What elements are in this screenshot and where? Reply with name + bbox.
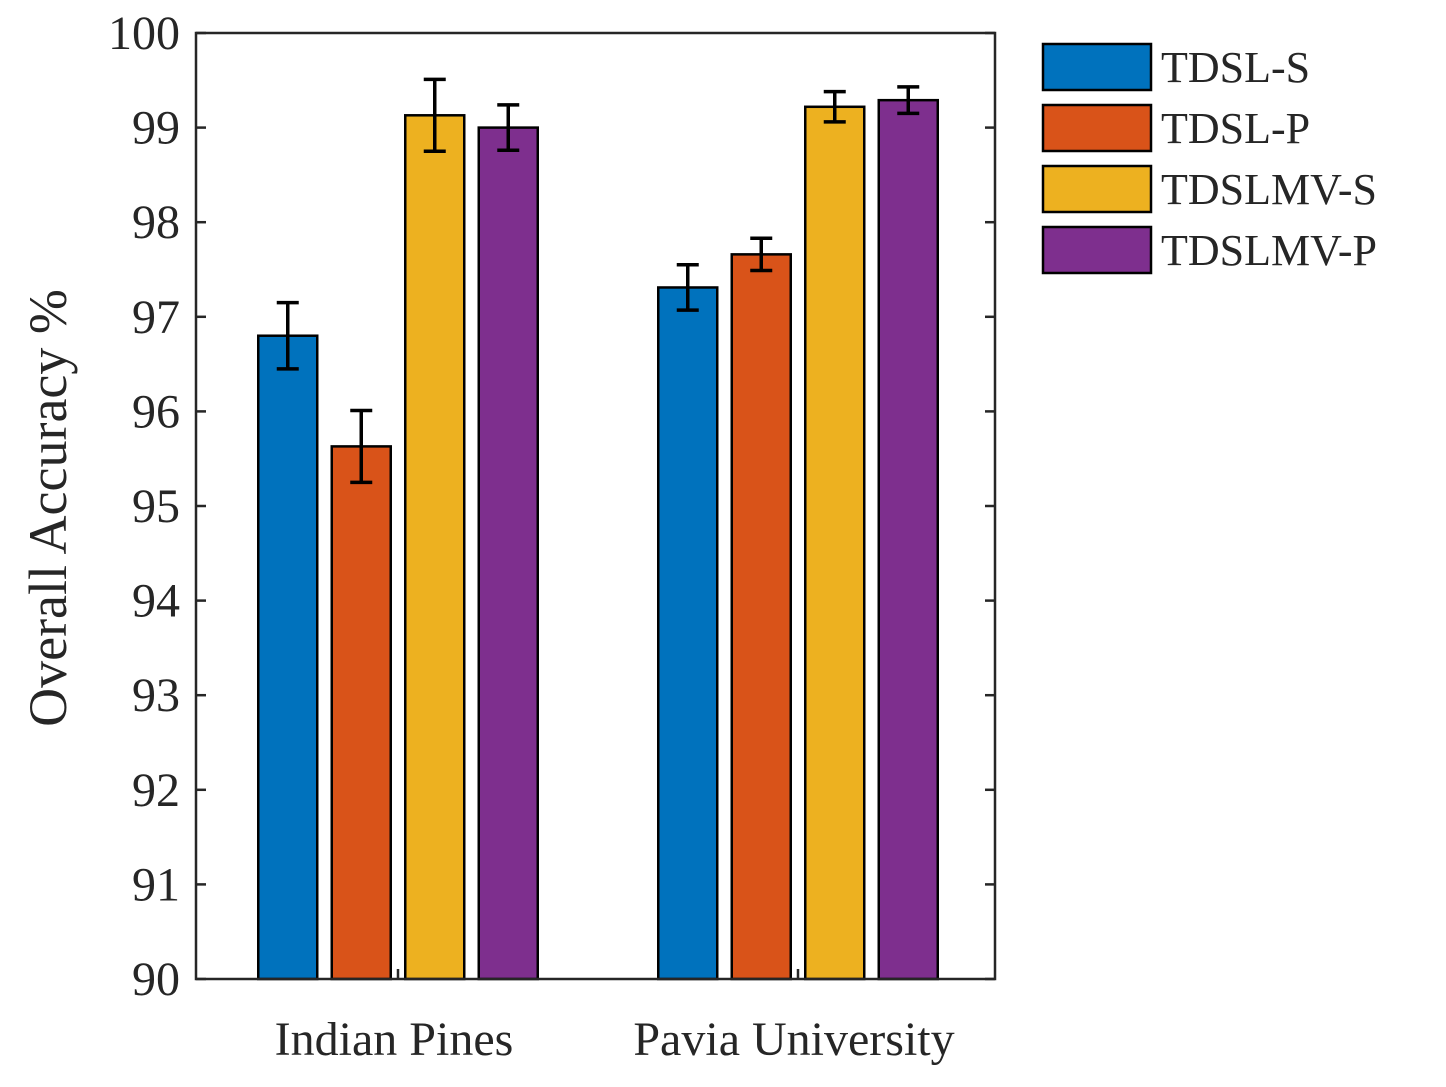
y-tick-label: 100 [108,7,180,60]
legend-swatch [1041,42,1153,92]
bar-tdsl-p-indian-pines [330,445,392,981]
legend-label: TDSLMV-P [1161,226,1377,275]
legend-swatch [1041,164,1153,214]
y-tick-label: 90 [132,953,180,1006]
y-tick-label: 94 [132,575,180,628]
bar-tdsl-p-pavia-university [730,253,792,981]
y-tick-label: 99 [132,102,180,155]
legend-item-tdsl-p: TDSL-P [1041,103,1310,153]
y-tick-label: 98 [132,196,180,249]
bar-tdslmv-s-pavia-university [804,105,866,981]
legend-swatch [1041,225,1153,275]
y-tick-label: 91 [132,858,180,911]
errorbar [823,89,846,124]
errorbar [276,300,299,371]
x-category-label: Indian Pines [275,1013,514,1066]
legend-label: TDSLMV-S [1161,165,1377,214]
y-tick-label: 97 [132,291,180,344]
errorbar [676,263,699,312]
legend-label: TDSL-P [1161,104,1310,153]
errorbar [497,103,520,153]
legend-item-tdsl-s: TDSL-S [1041,42,1310,92]
errorbar [750,236,773,273]
bar-tdslmv-s-indian-pines [404,114,466,981]
errorbar [423,77,446,153]
legend-item-tdslmv-p: TDSLMV-P [1041,225,1377,275]
bar-tdslmv-p-pavia-university [877,98,939,981]
y-tick-label: 96 [132,385,180,438]
y-tick-label: 93 [132,669,180,722]
errorbar [350,408,373,485]
legend-item-tdslmv-s: TDSLMV-S [1041,164,1377,214]
legend-label: TDSL-S [1161,43,1310,92]
y-tick-label: 92 [132,764,180,817]
y-axis-label: Overall Accuracy % [18,289,78,727]
bar-tdsl-s-indian-pines [257,334,319,981]
bar-tdsl-s-pavia-university [657,286,719,981]
bar-tdslmv-p-indian-pines [477,126,539,981]
y-tick-label: 95 [132,480,180,533]
errorbar [897,85,920,116]
legend-swatch [1041,103,1153,153]
x-category-label: Pavia University [633,1013,954,1066]
